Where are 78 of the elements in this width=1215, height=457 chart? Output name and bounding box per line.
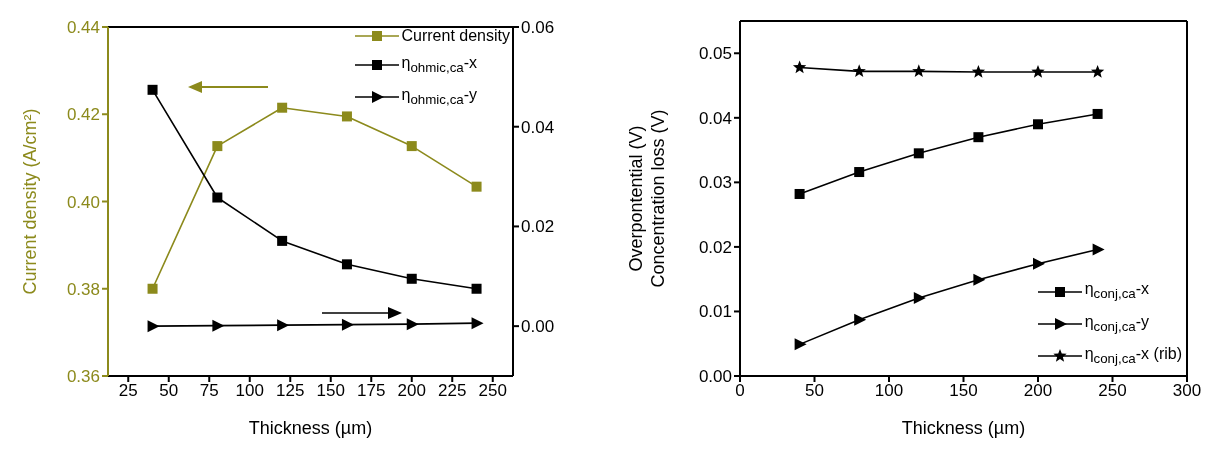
- x-tick-label: 125: [276, 381, 305, 401]
- x-tick-label: 250: [1098, 381, 1127, 401]
- y-tick-label: 0.42: [66, 105, 100, 125]
- point: [147, 84, 158, 95]
- y-tick-label: 0.01: [698, 302, 732, 322]
- x-tick-label: 300: [1172, 381, 1202, 401]
- point: [212, 192, 223, 203]
- point: [406, 318, 419, 331]
- point: [147, 320, 160, 333]
- x-axis-title: Thickness (µm): [901, 418, 1026, 438]
- point: [1090, 64, 1105, 78]
- legend-label: η$_{conj,ca}$-x (rib): [1084, 343, 1182, 368]
- y2-tick-label: 0.06: [521, 18, 555, 38]
- x-tick-label: 175: [357, 381, 386, 401]
- x-tick-label: 0: [735, 381, 745, 401]
- point: [471, 317, 484, 330]
- x-tick-label: 200: [397, 381, 426, 401]
- point: [913, 291, 926, 304]
- y2-tick-label: 0.00: [521, 317, 555, 337]
- legend-label: η$_{conj,ca}$-x: [1084, 279, 1150, 304]
- y-tick-label: 0.04: [698, 108, 732, 128]
- x-tick-label: 100: [235, 381, 264, 401]
- x-tick-label: 75: [199, 381, 219, 401]
- legend-label: Current density: [401, 26, 510, 46]
- legend-label: η$_{ohmic,ca}$-y: [401, 85, 478, 110]
- point: [792, 60, 807, 74]
- y2-tick-label: 0.02: [521, 217, 555, 237]
- y-tick-label: 0.44: [66, 18, 100, 38]
- x-tick-label: 250: [478, 381, 507, 401]
- point: [341, 318, 354, 331]
- point: [341, 111, 352, 122]
- x-tick-label: 25: [118, 381, 138, 401]
- point: [1033, 119, 1043, 130]
- point: [854, 313, 867, 326]
- point: [212, 141, 223, 152]
- point: [794, 188, 805, 199]
- x-tick-label: 50: [805, 381, 824, 401]
- y2-tick-label: 0.04: [521, 117, 555, 137]
- point: [1031, 64, 1045, 78]
- point: [277, 102, 288, 113]
- point: [406, 141, 417, 152]
- x-tick-label: 200: [1023, 381, 1053, 401]
- point: [912, 64, 926, 78]
- point: [971, 64, 986, 78]
- point: [406, 273, 417, 284]
- point: [471, 283, 482, 294]
- y-tick-label: 0.00: [698, 367, 732, 387]
- x-tick-label: 50: [159, 381, 179, 401]
- y-axis-title: Overpontential (V) Concentration loss (V): [626, 109, 668, 288]
- point: [277, 319, 290, 332]
- point: [1033, 257, 1045, 270]
- legend-label: η$_{ohmic,ca}$-x: [401, 53, 478, 78]
- y-tick-label: 0.40: [66, 192, 100, 212]
- x-tick-label: 225: [438, 381, 467, 401]
- point: [277, 235, 288, 246]
- point: [212, 319, 225, 332]
- point: [1092, 108, 1103, 119]
- y-axis-title: Current density (A/cm²): [20, 108, 40, 295]
- y-tick-label: 0.38: [66, 279, 100, 299]
- y-tick-label: 0.02: [698, 237, 732, 257]
- x-tick-label: 150: [949, 381, 978, 401]
- y-tick-label: 0.36: [66, 367, 100, 387]
- point: [341, 259, 352, 270]
- y-tick-label: 0.05: [698, 44, 732, 64]
- point: [854, 167, 865, 178]
- point: [913, 148, 924, 159]
- point: [973, 273, 986, 286]
- y-tick-label: 0.03: [698, 173, 732, 193]
- legend-label: η$_{conj,ca}$-y: [1084, 311, 1150, 336]
- x-tick-label: 100: [874, 381, 904, 401]
- x-tick-label: 150: [316, 381, 345, 401]
- point: [973, 132, 984, 143]
- point: [1092, 243, 1105, 256]
- point: [852, 64, 866, 78]
- point: [471, 181, 482, 192]
- x-axis-title: Thickness (µm): [248, 418, 373, 438]
- point: [794, 338, 807, 351]
- point: [147, 283, 158, 294]
